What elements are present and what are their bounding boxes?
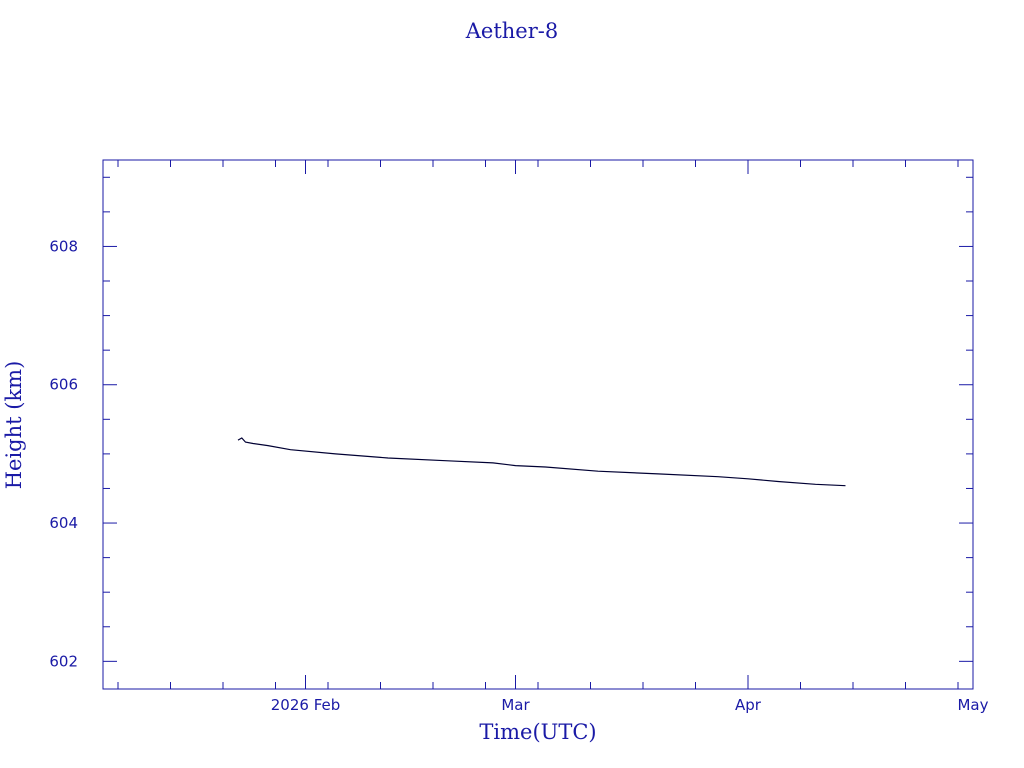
x-axis-label: Time(UTC) <box>479 720 596 744</box>
y-tick-label: 602 <box>49 652 78 670</box>
x-tick-label: Apr <box>735 696 762 714</box>
x-tick-label: May <box>957 696 988 714</box>
y-tick-label: 608 <box>49 237 78 255</box>
series-group <box>237 437 846 487</box>
x-tick-label: 2026 Feb <box>271 696 341 714</box>
chart-title: Aether-8 <box>465 19 558 43</box>
y-axis-tick-labels: 602 604 606 608 <box>49 237 78 670</box>
plot-frame <box>102 159 974 690</box>
series-line <box>237 437 846 487</box>
y-tick-label: 604 <box>49 514 78 532</box>
y-axis-ticks <box>103 176 973 662</box>
y-tick-label: 606 <box>49 376 78 394</box>
y-axis-label: Height (km) <box>2 361 26 490</box>
x-axis-ticks <box>117 160 974 689</box>
x-axis-tick-labels: 2026 Feb Mar Apr May <box>271 696 989 714</box>
x-tick-label: Mar <box>501 696 530 714</box>
